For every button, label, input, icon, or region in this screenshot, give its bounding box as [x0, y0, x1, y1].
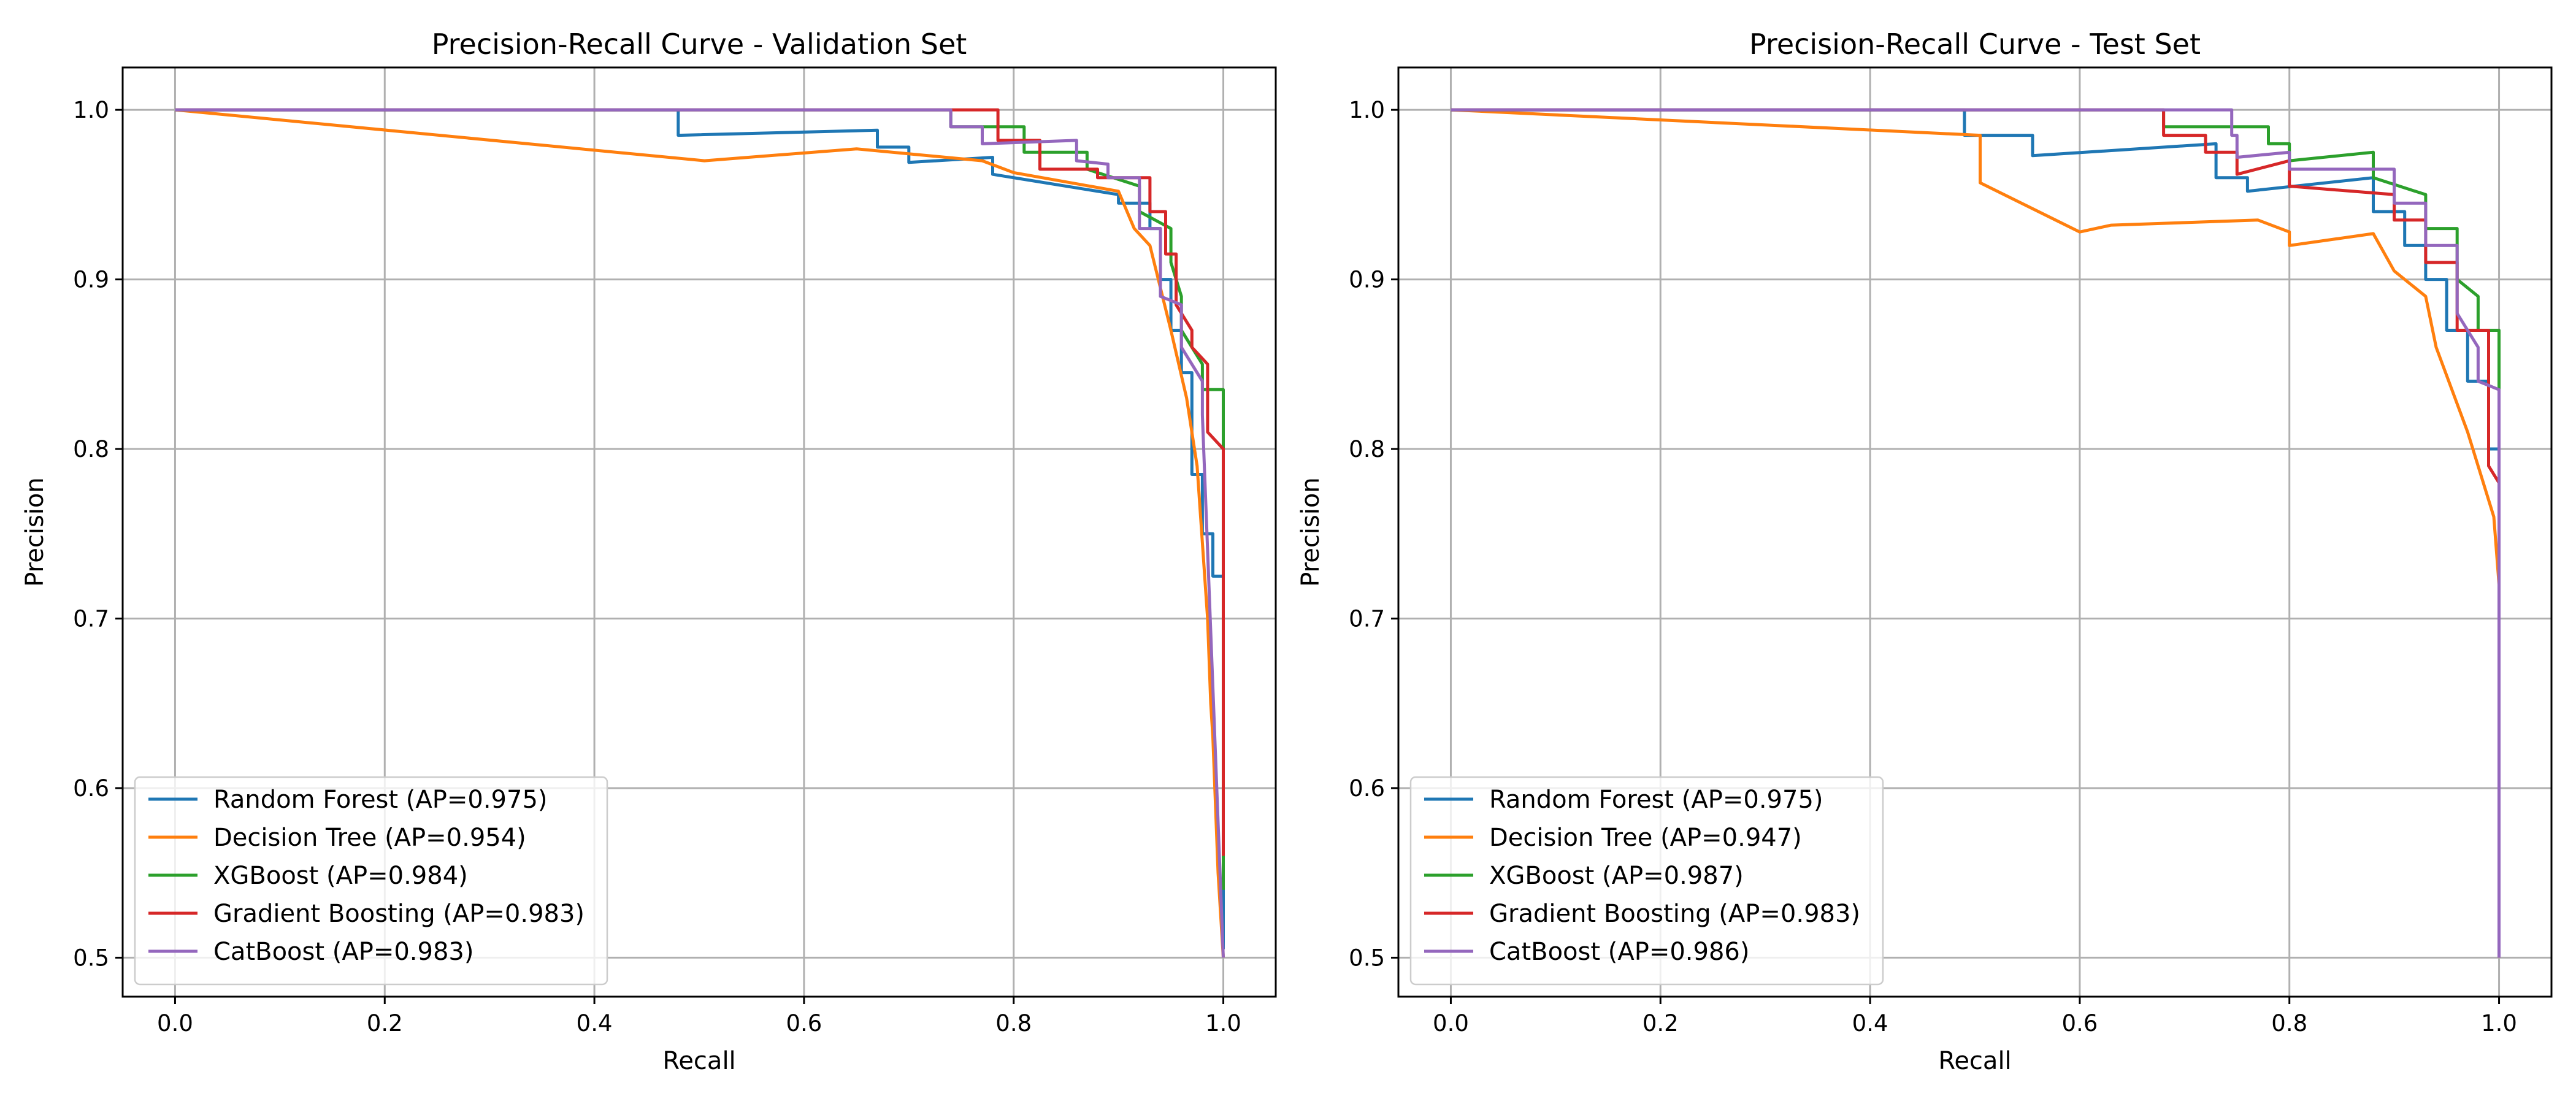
chart-2-legend: Random Forest (AP=0.975) Decision Tree (A…: [1409, 776, 1884, 986]
chart-1-legend-label-2: Decision Tree (AP=0.954): [213, 824, 526, 852]
chart-1-x-tick-label: 0.2: [367, 1010, 403, 1037]
chart-2-y-tick-label: 0.7: [1349, 605, 1385, 632]
chart-1-x-tick-label: 1.0: [1205, 1010, 1241, 1037]
chart-2-x-axis-label: Recall: [1938, 1047, 2011, 1075]
chart-2-axes-frame: [1397, 66, 2553, 998]
chart-2-x-tick-label: 1.0: [2481, 1010, 2517, 1037]
chart-1-legend-label-5: CatBoost (AP=0.983): [213, 938, 473, 966]
chart-1-y-tick-label: 0.7: [73, 605, 109, 632]
chart-2-legend-label-3: XGBoost (AP=0.987): [1489, 862, 1744, 890]
chart-1-legend-label-1: Random Forest (AP=0.975): [213, 786, 548, 814]
chart-2-title: Precision-Recall Curve - Test Set: [1749, 28, 2201, 61]
chart-2-series-line-1: [1451, 108, 2501, 958]
chart-2-y-tick-label: 1.0: [1349, 97, 1385, 123]
chart-2-legend-label-2: Decision Tree (AP=0.947): [1489, 824, 1802, 852]
chart-2-series-line-2: [1451, 108, 2501, 585]
chart-2-x-tick-label: 0.4: [1852, 1010, 1888, 1037]
chart-2-legend-label-4: Gradient Boosting (AP=0.983): [1489, 900, 1860, 928]
chart-1-axes-frame: [121, 66, 1277, 998]
chart-1-legend: Random Forest (AP=0.975) Decision Tree (A…: [134, 776, 608, 986]
chart-1-y-tick-label: 0.9: [73, 267, 109, 293]
chart-1-x-axis-label: Recall: [662, 1047, 735, 1075]
chart-2-x-tick-label: 0.8: [2271, 1010, 2307, 1037]
chart-2-x-tick-label: 0.0: [1433, 1010, 1469, 1037]
chart-1-legend-box: [134, 776, 608, 986]
chart-2-y-tick-label: 0.8: [1349, 436, 1385, 462]
chart-2-legend-box: [1409, 776, 1884, 986]
chart-1: 0.0 0.2 0.4 0.6 0.8 1.0 0.5 0.6 0.7 0.8 0.9 1.0 Prec…: [21, 28, 1277, 1075]
chart-1-legend-label-3: XGBoost (AP=0.984): [213, 862, 468, 890]
chart-2-x-tick-label: 0.6: [2061, 1010, 2098, 1037]
chart-2-series-line-3: [1451, 108, 2501, 958]
chart-1-y-tick-label: 0.6: [73, 775, 109, 802]
chart-2-legend-label-1: Random Forest (AP=0.975): [1489, 786, 1823, 814]
chart-2-series-line-5: [1451, 108, 2501, 958]
chart-2-y-axis-label: Precision: [1297, 477, 1325, 586]
chart-2: 0.0 0.2 0.4 0.6 0.8 1.0 0.5 0.6 0.7 0.8 0.9 1.0 Prec…: [1297, 28, 2553, 1075]
chart-2-x-tick-label: 0.2: [1643, 1010, 1679, 1037]
chart-1-x-tick-label: 0.6: [786, 1010, 822, 1037]
chart-1-x-tick-label: 0.8: [995, 1010, 1032, 1037]
chart-1-x-tick-label: 0.4: [577, 1010, 613, 1037]
chart-1-y-axis-label: Precision: [21, 477, 49, 586]
chart-2-legend-label-5: CatBoost (AP=0.986): [1489, 938, 1749, 966]
chart-1-y-tick-label: 0.8: [73, 436, 109, 462]
chart-1-x-tick-label: 0.0: [157, 1010, 193, 1037]
chart-1-y-tick-label: 1.0: [73, 97, 109, 123]
chart-1-y-tick-label: 0.5: [73, 945, 109, 971]
chart-2-y-tick-label: 0.5: [1349, 945, 1385, 971]
chart-2-y-tick-label: 0.9: [1349, 267, 1385, 293]
chart-1-series-line-5: [175, 108, 1225, 958]
chart-1-title: Precision-Recall Curve - Validation Set: [432, 28, 967, 61]
chart-2-y-tick-label: 0.6: [1349, 775, 1385, 802]
chart-1-legend-label-4: Gradient Boosting (AP=0.983): [213, 900, 585, 928]
